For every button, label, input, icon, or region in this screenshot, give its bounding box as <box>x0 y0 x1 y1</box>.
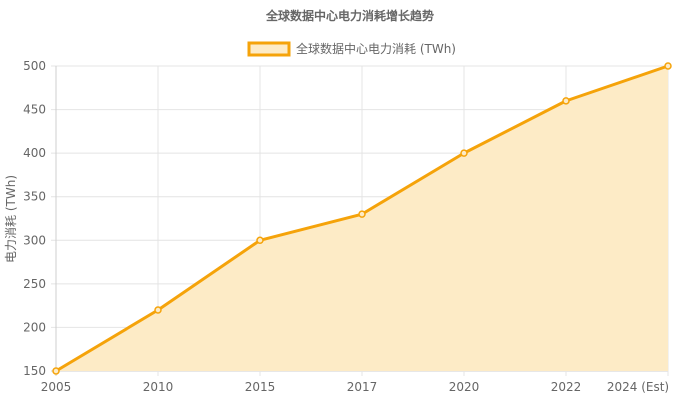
y-tick-label: 500 <box>23 59 46 73</box>
chart-title: 全球数据中心电力消耗增长趋势 <box>265 8 434 23</box>
data-point[interactable] <box>358 210 366 218</box>
y-tick-label: 150 <box>23 364 46 378</box>
data-point[interactable] <box>460 149 468 157</box>
data-point[interactable] <box>562 97 570 105</box>
y-tick-label: 250 <box>23 277 46 291</box>
legend[interactable]: 全球数据中心电力消耗 (TWh) <box>247 41 456 57</box>
y-tick-label: 450 <box>23 103 46 117</box>
data-point[interactable] <box>256 236 264 245</box>
x-tick-label: 2005 <box>41 380 72 394</box>
series-area <box>56 66 668 371</box>
x-axis: 2005 2010 2015 2017 2020 2022 2024 (Est) <box>41 380 669 394</box>
y-tick-label: 200 <box>23 320 46 334</box>
y-tick-label: 350 <box>23 190 46 204</box>
y-axis: 150 200 250 300 350 400 450 500 <box>23 59 46 378</box>
data-point[interactable] <box>154 306 162 314</box>
x-tick-label: 2010 <box>143 380 174 394</box>
data-point[interactable] <box>664 62 672 70</box>
legend-swatch <box>247 41 291 57</box>
x-tick-label: 2022 <box>551 380 582 394</box>
data-point[interactable] <box>52 367 60 375</box>
legend-label: 全球数据中心电力消耗 (TWh) <box>296 41 456 56</box>
x-tick-label: 2020 <box>449 380 480 394</box>
y-tick-label: 400 <box>23 146 46 160</box>
x-tick-label: 2017 <box>347 380 378 394</box>
y-axis-label: 电力消耗 (TWh) <box>4 175 18 263</box>
plot-area <box>52 62 672 375</box>
x-tick-label: 2015 <box>245 380 276 394</box>
y-tick-label: 300 <box>23 233 46 247</box>
x-tick-label: 2024 (Est) <box>607 380 669 394</box>
